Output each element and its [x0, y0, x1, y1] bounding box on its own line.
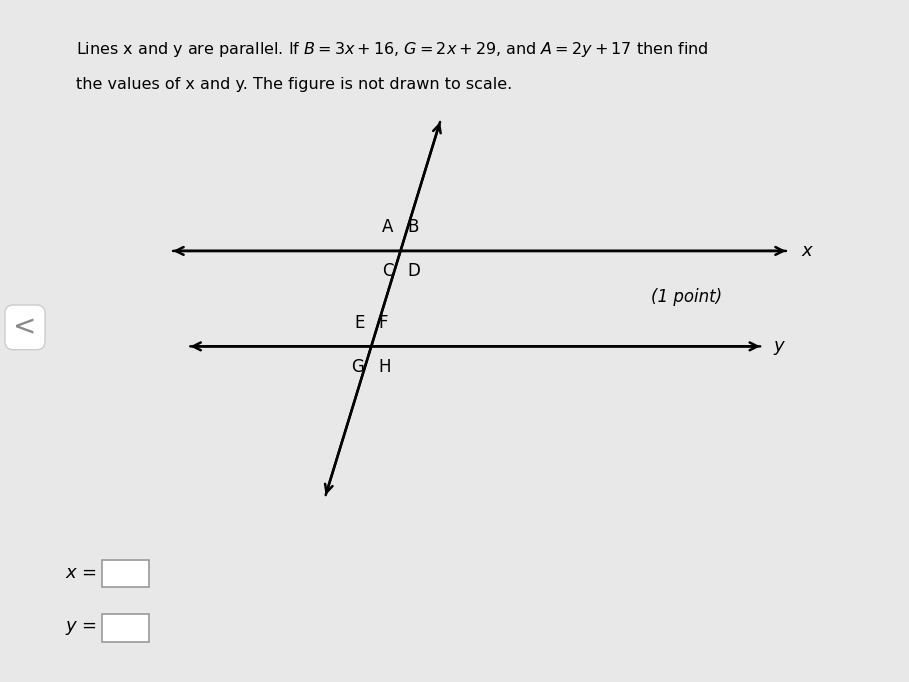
- Text: E: E: [354, 314, 365, 332]
- Text: Lines x and y are parallel. If $B = 3x + 16$, $G = 2x + 29$, and $A = 2y + 17$ t: Lines x and y are parallel. If $B = 3x +…: [75, 40, 708, 59]
- Text: A: A: [383, 218, 394, 237]
- Text: the values of x and y. The figure is not drawn to scale.: the values of x and y. The figure is not…: [75, 76, 512, 91]
- Text: $x$ =: $x$ =: [65, 565, 97, 582]
- FancyBboxPatch shape: [102, 560, 149, 587]
- Text: <: <: [14, 313, 36, 342]
- Text: C: C: [382, 262, 394, 280]
- Text: y: y: [774, 338, 784, 355]
- Text: F: F: [378, 314, 387, 332]
- Text: D: D: [407, 262, 420, 280]
- Text: B: B: [407, 218, 419, 237]
- Text: $y$ =: $y$ =: [65, 619, 97, 637]
- FancyBboxPatch shape: [102, 614, 149, 642]
- Text: x: x: [802, 242, 813, 260]
- Text: H: H: [378, 357, 391, 376]
- Text: G: G: [352, 357, 365, 376]
- Text: (1 point): (1 point): [651, 288, 723, 306]
